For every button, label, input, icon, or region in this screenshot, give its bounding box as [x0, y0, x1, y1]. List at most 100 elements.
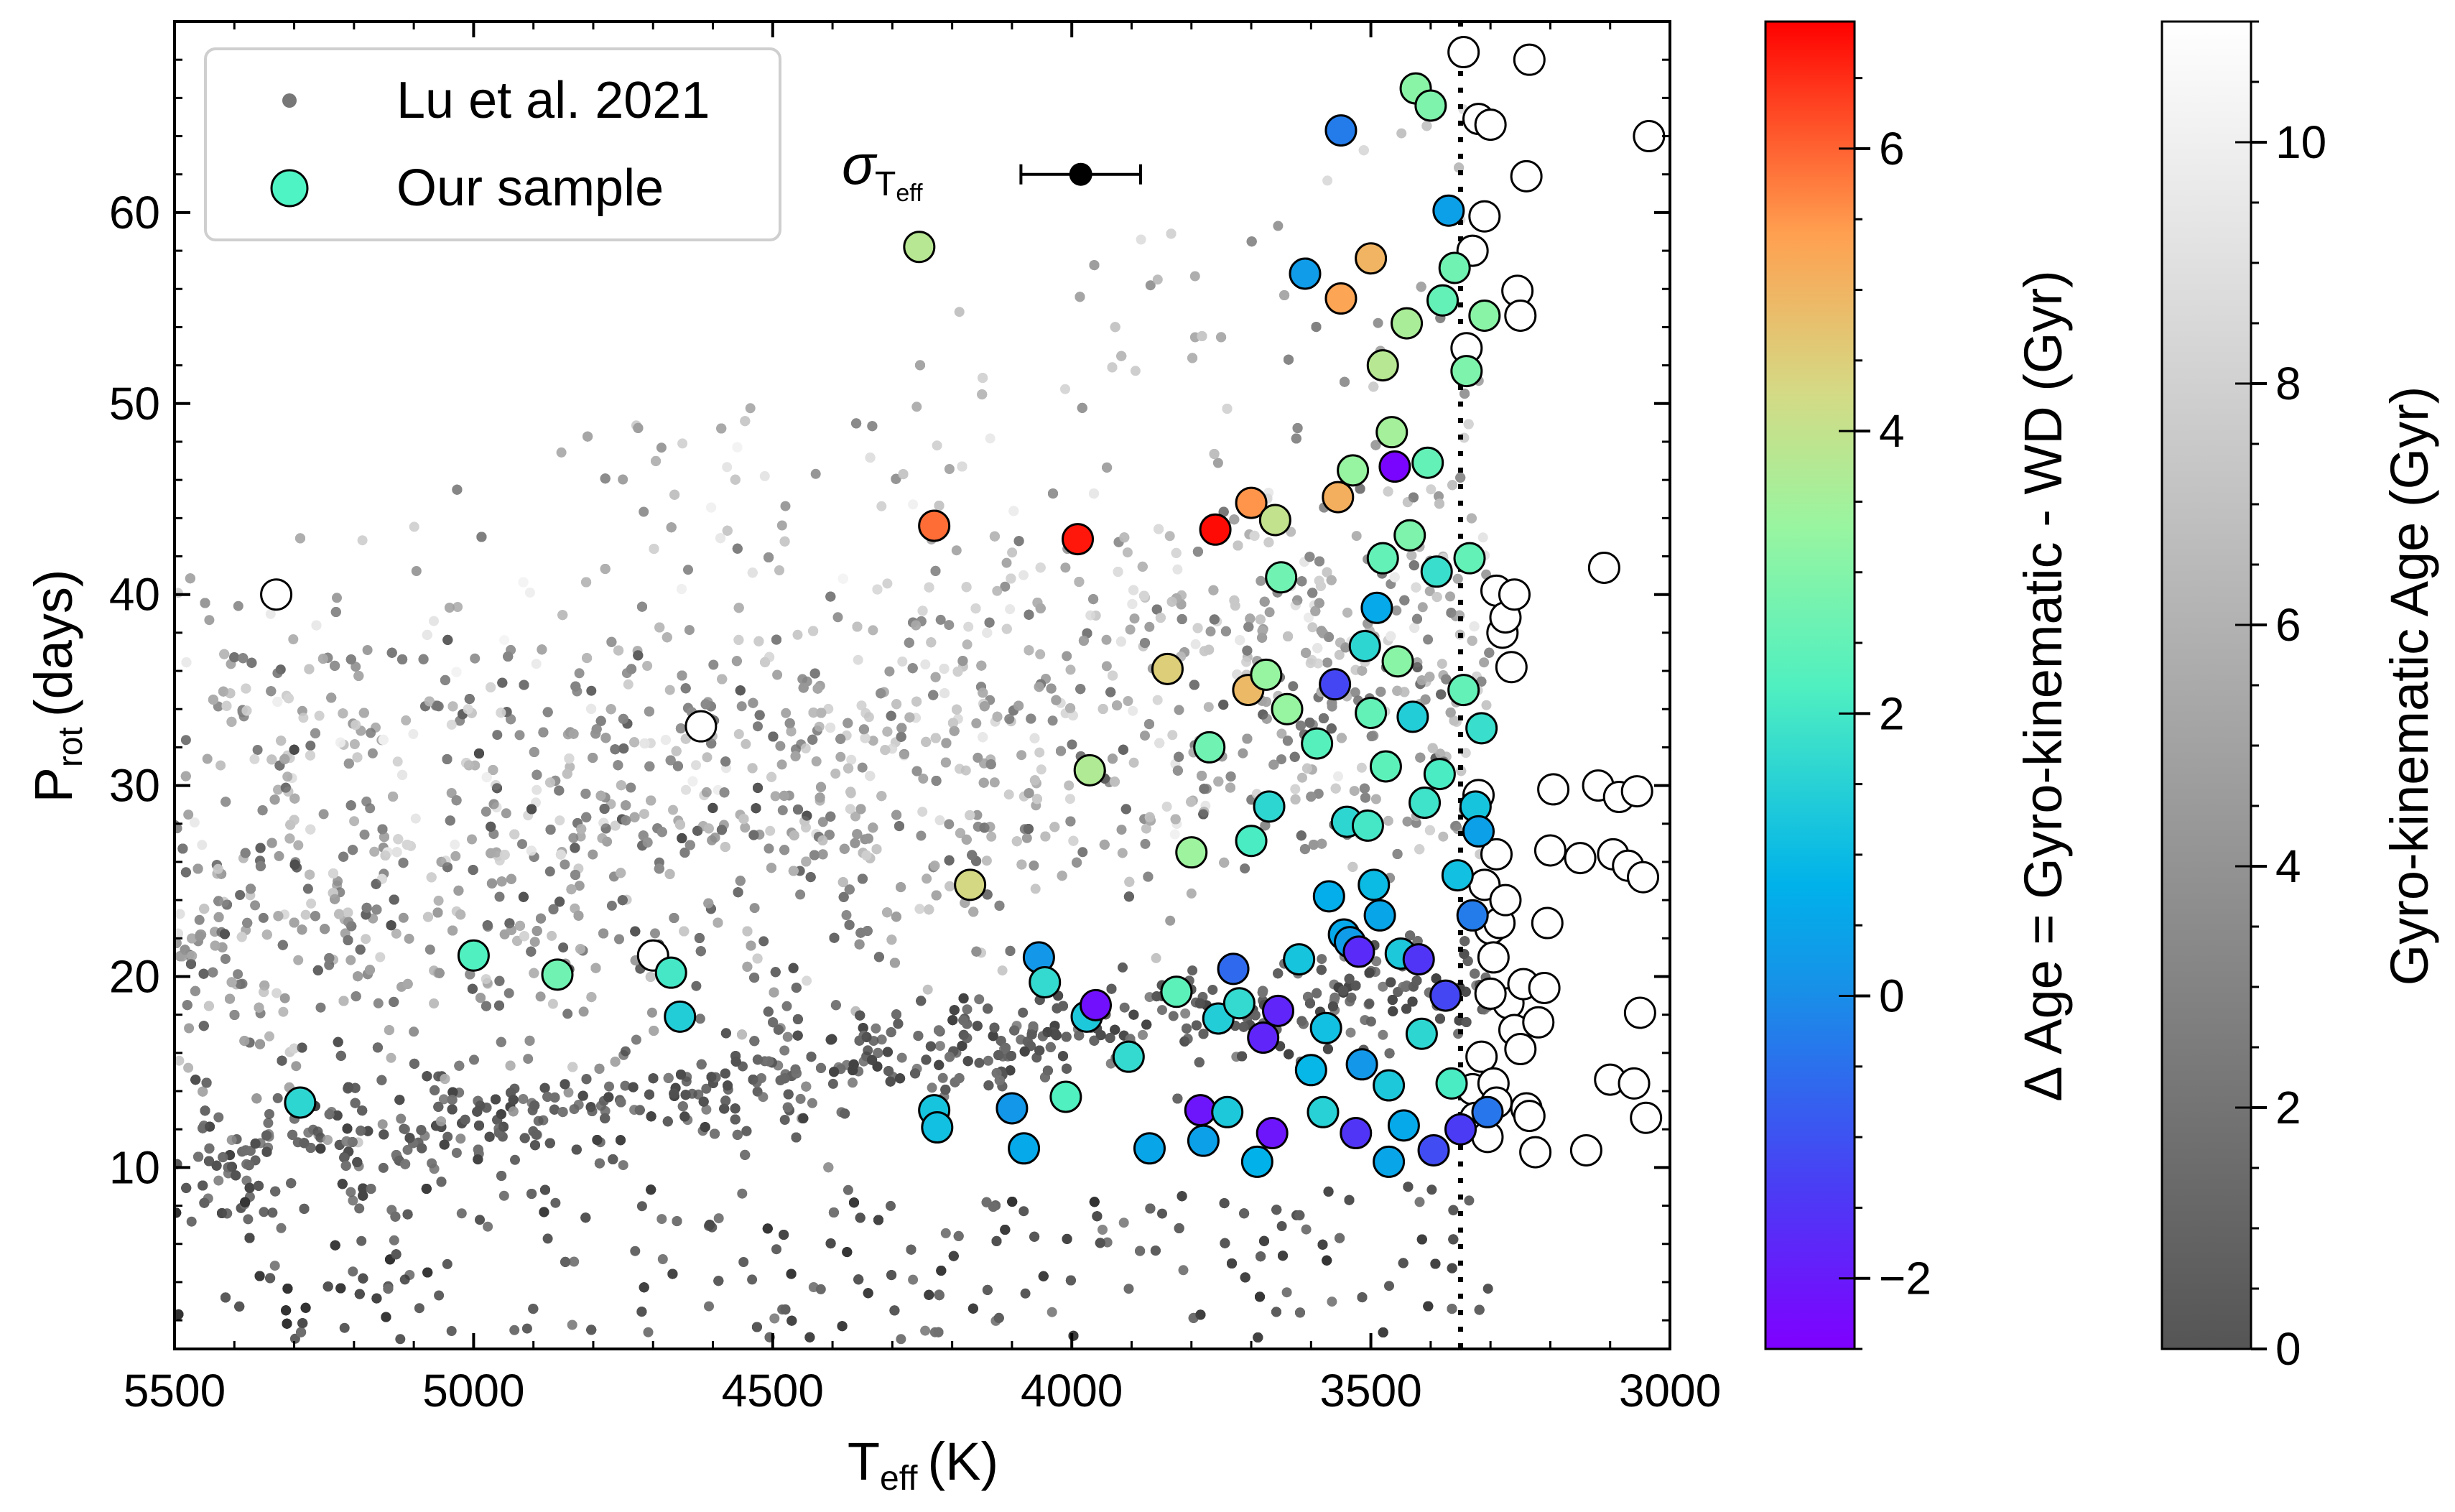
- sample-point: [1049, 1080, 1082, 1113]
- sample-point: [1378, 450, 1411, 483]
- open-sample-point: [1618, 1067, 1651, 1100]
- sample-point: [918, 509, 951, 542]
- sample-point: [1240, 1145, 1273, 1178]
- sample-point: [1187, 1124, 1220, 1157]
- sample-point: [1307, 1095, 1340, 1128]
- sample-point: [1301, 727, 1334, 760]
- sample-point: [1438, 251, 1471, 284]
- colorbar-tick-label: 10: [2275, 116, 2326, 168]
- open-sample-point: [1537, 773, 1570, 806]
- open-sample-point: [1513, 43, 1546, 76]
- sample-point: [1340, 1117, 1373, 1150]
- colorbar-tick-label: 2: [2275, 1082, 2301, 1133]
- x-axis-ticks: 5500 5000 4500 4000 3500 3000: [124, 22, 1721, 1416]
- sample-point: [1008, 1132, 1041, 1165]
- open-sample-point: [1519, 1136, 1552, 1169]
- open-sample-point: [1510, 159, 1543, 193]
- sample-point: [1342, 935, 1375, 968]
- colorbar-tick-label: 8: [2275, 358, 2301, 409]
- sample-point: [1435, 1067, 1468, 1100]
- sample-point: [1160, 975, 1193, 1008]
- sample-point: [1175, 836, 1208, 869]
- sample-point: [1432, 194, 1465, 227]
- sample-point: [1468, 299, 1501, 332]
- open-sample-point: [1474, 108, 1507, 142]
- sample-point: [954, 868, 987, 901]
- sample-point: [1256, 1117, 1289, 1150]
- sample-point: [1184, 1094, 1217, 1127]
- sample-point: [1444, 1113, 1477, 1146]
- sample-point: [1373, 1069, 1406, 1102]
- sample-point: [664, 1000, 697, 1033]
- sample-point: [1429, 979, 1462, 1012]
- y-axis-title: Prot(days): [24, 570, 90, 803]
- open-sample-point: [1630, 1101, 1663, 1134]
- open-sample-point: [1498, 578, 1531, 611]
- x-tick-label: 3000: [1619, 1365, 1721, 1416]
- sample-point: [1324, 282, 1358, 315]
- errorbar-center: [1069, 162, 1092, 186]
- x-tick-label: 3500: [1319, 1365, 1421, 1416]
- colorbar-tick-label: 6: [1879, 123, 1905, 175]
- sigma-subscript: Teff: [875, 165, 923, 207]
- open-sample-point: [1504, 299, 1537, 332]
- open-sample-point: [1489, 883, 1522, 917]
- open-sample-point: [1633, 120, 1666, 153]
- sample-point: [1351, 809, 1384, 842]
- sample-point: [1222, 987, 1256, 1020]
- sample-point: [1217, 952, 1250, 985]
- sigma-teff-annotation: σ Teff: [842, 133, 1142, 207]
- sample-point: [1381, 645, 1414, 678]
- sample-point: [1414, 89, 1447, 122]
- legend-marker-lu-2021: [282, 93, 297, 108]
- y-tick-label: 10: [109, 1141, 160, 1193]
- colorbar-age-gradient: [2161, 20, 2252, 1350]
- sample-point: [1262, 994, 1295, 1027]
- sample-point: [1247, 1021, 1280, 1054]
- sample-point: [1271, 692, 1304, 725]
- colorbar-tick-label: 0: [1879, 970, 1905, 1022]
- sample-point: [1363, 899, 1396, 932]
- sample-point: [1420, 555, 1453, 588]
- sample-point: [1426, 284, 1459, 317]
- open-sample-point: [260, 578, 293, 611]
- sample-point: [1283, 943, 1316, 976]
- sample-point: [1409, 787, 1442, 820]
- sample-point: [541, 958, 574, 991]
- open-sample-point: [1468, 200, 1501, 233]
- sample-point: [1250, 658, 1283, 691]
- sample-point: [1253, 790, 1286, 823]
- sample-point: [284, 1086, 317, 1119]
- sample-point: [1355, 697, 1388, 730]
- sample-point: [654, 956, 687, 989]
- sample-point: [1345, 1048, 1378, 1081]
- sample-point: [1265, 561, 1298, 594]
- x-tick-label: 4000: [1021, 1365, 1123, 1416]
- colorbar-gyro-age: 0 2 4 6 8 10 Gyro-kinematic Age (Gyr): [2161, 20, 2439, 1375]
- sample-point: [1450, 355, 1483, 388]
- sample-point: [1312, 880, 1345, 913]
- sample-point: [1396, 700, 1429, 733]
- sample-point: [1447, 674, 1480, 707]
- legend-label-lu-2021: Lu et al. 2021: [396, 72, 710, 129]
- open-sample-point: [1477, 941, 1510, 974]
- sample-point: [1029, 965, 1062, 998]
- open-sample-point: [1522, 1006, 1555, 1039]
- open-sample-point: [684, 710, 718, 743]
- colorbar-age-label: Gyro-kinematic Age (Gyr): [2380, 386, 2439, 986]
- y-tick-label: 30: [109, 760, 160, 812]
- sample-point: [1417, 1133, 1450, 1167]
- y-tick-label: 20: [109, 950, 160, 1002]
- sample-point: [1465, 712, 1498, 745]
- legend: Lu et al. 2021 Our sample: [204, 47, 781, 241]
- colorbar-tick-label: −2: [1879, 1253, 1931, 1304]
- open-sample-point: [1569, 1133, 1602, 1167]
- open-sample-point: [1513, 1100, 1546, 1133]
- sample-point: [1348, 629, 1381, 662]
- sample-point: [1355, 242, 1388, 275]
- sample-point: [1199, 513, 1232, 546]
- sample-point: [1062, 523, 1095, 556]
- open-sample-points: [260, 36, 1666, 1169]
- open-sample-point: [1495, 651, 1528, 684]
- sample-point: [903, 231, 936, 264]
